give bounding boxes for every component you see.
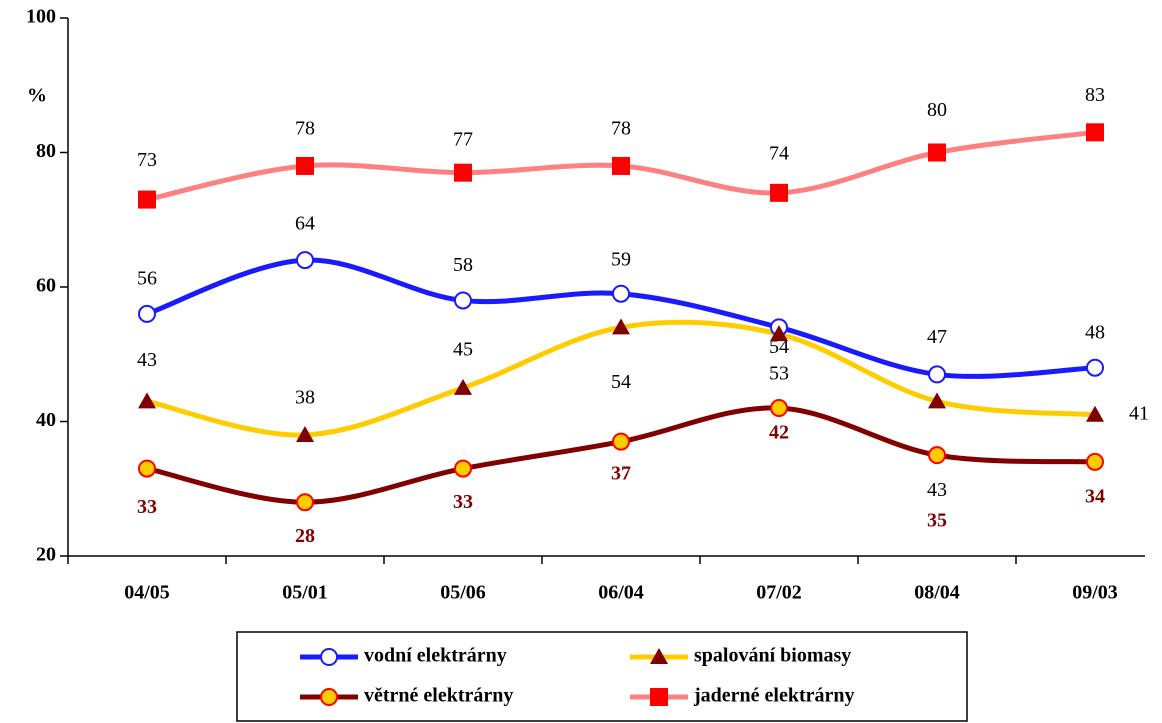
data-label: 48: [1085, 321, 1105, 343]
data-label: 35: [927, 510, 947, 532]
y-tick-label: 20: [36, 544, 56, 566]
x-tick-label: 09/03: [1072, 582, 1118, 604]
data-label: 33: [137, 496, 157, 518]
data-point: [928, 143, 946, 162]
data-label: 33: [453, 491, 473, 513]
data-point: [138, 304, 156, 323]
data-point: [770, 325, 788, 342]
data-label: 78: [295, 118, 315, 140]
legend-label: jaderné elektrárny: [693, 685, 855, 707]
data-label: 37: [611, 462, 631, 484]
data-point: [454, 378, 472, 395]
y-tick-label: 80: [36, 140, 56, 162]
data-label: 43: [137, 349, 157, 371]
legend-box: [236, 631, 968, 722]
data-point: [1086, 123, 1104, 142]
data-point: [928, 392, 946, 409]
legend-marker: [320, 688, 338, 706]
data-label: 80: [927, 99, 947, 121]
data-point: [612, 318, 630, 335]
legend-label: větrné elektrárny: [364, 685, 513, 707]
x-tick-label: 08/04: [914, 582, 960, 604]
data-point: [1086, 405, 1104, 422]
data-point: [928, 365, 946, 384]
y-tick-label: 40: [36, 409, 56, 431]
x-tick-label: 07/02: [756, 582, 802, 604]
legend-label: vodní elektrárny: [364, 645, 507, 667]
data-label: 43: [927, 479, 947, 501]
series-line: [146, 405, 1096, 505]
y-axis-label: %: [27, 85, 47, 107]
data-point: [296, 425, 314, 442]
data-point: [296, 156, 314, 175]
data-label: 34: [1085, 485, 1105, 507]
data-point: [454, 291, 472, 310]
data-label: 41: [1129, 402, 1149, 424]
x-tick-label: 04/05: [124, 582, 170, 604]
legend-marker: [320, 648, 338, 666]
data-label: 38: [295, 387, 315, 409]
data-point: [612, 284, 630, 303]
data-label: 59: [611, 248, 631, 270]
data-label: 77: [453, 128, 473, 150]
data-label: 54: [769, 336, 789, 358]
data-label: 58: [453, 254, 473, 276]
data-point: [612, 156, 630, 175]
data-point: [1086, 452, 1104, 471]
data-label: 42: [769, 422, 789, 444]
x-tick-label: 05/01: [282, 582, 328, 604]
data-label: 83: [1085, 84, 1105, 106]
data-label: 47: [927, 326, 947, 348]
data-point: [138, 392, 156, 409]
data-label: 45: [453, 338, 473, 360]
data-point: [454, 459, 472, 478]
data-label: 54: [611, 371, 631, 393]
data-point: [770, 183, 788, 202]
data-label: 28: [295, 525, 315, 547]
data-point: [612, 432, 630, 451]
data-label: 53: [769, 363, 789, 385]
data-point: [296, 251, 314, 270]
legend-marker: [650, 688, 668, 706]
data-label: 78: [611, 118, 631, 140]
data-point: [296, 493, 314, 512]
data-point: [454, 163, 472, 182]
x-tick-label: 06/04: [598, 582, 644, 604]
data-label: 74: [769, 142, 789, 164]
legend-marker: [650, 648, 668, 664]
data-point: [138, 459, 156, 478]
y-tick-label: 100: [26, 6, 56, 28]
data-point: [928, 446, 946, 465]
data-label: 56: [137, 267, 157, 289]
series-line: [146, 257, 1096, 379]
x-tick-label: 05/06: [440, 582, 486, 604]
data-point: [770, 399, 788, 418]
data-label: 73: [137, 149, 157, 171]
y-tick-label: 60: [36, 275, 56, 297]
legend-label: spalování biomasy: [694, 645, 851, 667]
data-point: [138, 190, 156, 209]
data-label: 64: [295, 213, 315, 235]
data-point: [1086, 358, 1104, 377]
